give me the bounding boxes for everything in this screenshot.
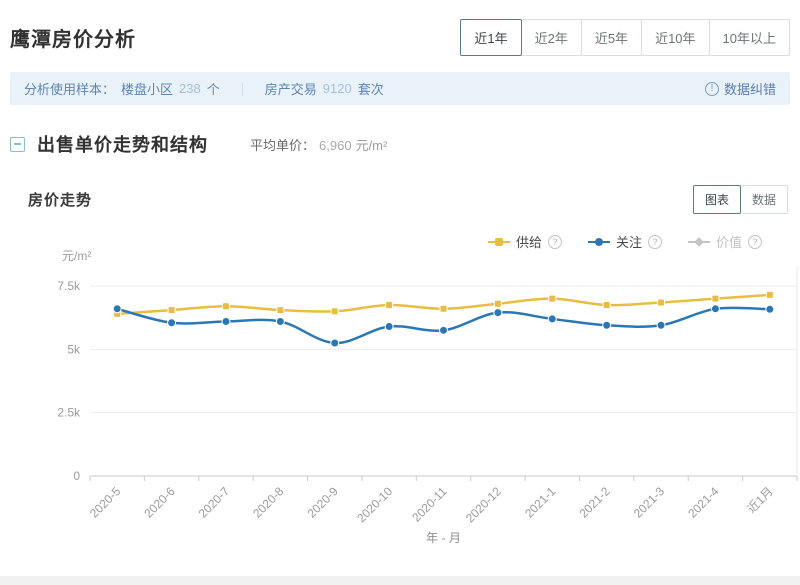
time-range-button-1[interactable]: 近1年 xyxy=(460,18,522,56)
legend-marker-circle-icon xyxy=(587,237,610,246)
data-point xyxy=(112,304,122,314)
legend-label: 关注 xyxy=(615,235,642,250)
data-correction-label: 数据纠错 xyxy=(723,82,776,97)
x-axis-tick-label: 2020-6 xyxy=(141,484,178,521)
data-point xyxy=(656,320,666,330)
data-point xyxy=(493,299,502,308)
legend-item-价值[interactable]: 价值? xyxy=(687,232,762,251)
time-range-button-5[interactable]: 10年以上 xyxy=(708,18,790,56)
x-axis-tick-label: 2021-1 xyxy=(522,484,559,521)
sample-item-1-name: 楼盘小区 xyxy=(121,82,174,97)
data-point xyxy=(385,301,394,309)
data-point xyxy=(439,304,448,313)
x-axis-tick-label: 2020-11 xyxy=(409,484,450,525)
sample-item-1-unit: 个 xyxy=(206,82,220,97)
data-point xyxy=(602,320,612,330)
y-axis-tick-label: 7.5k xyxy=(57,279,81,293)
y-axis-tick-label: 0 xyxy=(73,469,80,483)
help-icon[interactable]: ? xyxy=(647,234,662,249)
page-title: 鹰潭房价分析 xyxy=(10,28,136,51)
time-range-button-3[interactable]: 近5年 xyxy=(580,18,643,56)
x-axis-tick-label: 2020-10 xyxy=(354,484,395,525)
view-toggle-chart[interactable]: 图表 xyxy=(692,185,741,214)
data-point xyxy=(439,325,448,335)
chart-legend: 供给? 关注? 价值? xyxy=(487,232,762,251)
data-point xyxy=(276,306,285,315)
sample-info-text: 分析使用样本： 楼盘小区 238 个 ｜ 房产交易 9120 套次 xyxy=(24,79,384,98)
data-point xyxy=(167,306,176,315)
time-range-button-2[interactable]: 近2年 xyxy=(520,18,582,56)
sample-item-1-value: 238 xyxy=(179,81,201,96)
x-axis-tick-label: 2020-7 xyxy=(196,484,233,521)
x-axis-tick-label: 2021-2 xyxy=(576,484,613,521)
sample-item-2-name: 房产交易 xyxy=(264,82,317,97)
time-range-button-4[interactable]: 近10年 xyxy=(641,18,710,56)
data-point xyxy=(330,307,339,316)
data-point xyxy=(275,316,285,326)
trend-title: 房价走势 xyxy=(28,192,93,209)
data-point xyxy=(657,298,666,307)
x-axis-tick-label: 2020-8 xyxy=(250,484,287,521)
x-axis-tick-label: 近1月 xyxy=(744,484,776,516)
data-correction-link[interactable]: ! 数据纠错 xyxy=(704,79,776,98)
x-axis-tick-label: 2020-12 xyxy=(463,484,504,525)
data-point xyxy=(221,316,231,326)
x-axis-title: 年 - 月 xyxy=(426,531,461,545)
y-axis-unit-label: 元/m² xyxy=(62,249,91,263)
section-header: 出售单价走势和结构 平均单价： 6,960 元/m² xyxy=(10,131,790,157)
legend-item-关注[interactable]: 关注? xyxy=(587,232,662,251)
data-point xyxy=(493,308,503,318)
price-trend-chart-container: 供给? 关注? 价值? 0 2.5k 5k 7.5k 2020-5 2020-6 2020-7 2… xyxy=(10,220,798,565)
view-toggle-group: 图表 数据 xyxy=(692,185,788,214)
series-line-关注 xyxy=(115,306,772,345)
sample-label: 分析使用样本： xyxy=(24,82,116,97)
data-point xyxy=(548,294,557,303)
average-price: 平均单价： 6,960 元/m² xyxy=(250,135,387,154)
help-icon[interactable]: ? xyxy=(748,234,762,249)
average-price-unit: 元/m² xyxy=(355,137,388,153)
data-point xyxy=(167,318,177,328)
price-trend-chart: 0 2.5k 5k 7.5k 2020-5 2020-6 2020-7 2020-8 2020-… xyxy=(57,249,798,545)
minus-icon xyxy=(14,143,21,145)
sample-item-2-unit: 套次 xyxy=(357,82,384,97)
legend-marker-square-icon xyxy=(487,237,510,246)
time-range-button-group: 近1年 近2年 近5年 近10年 10年以上 xyxy=(460,18,790,56)
data-point xyxy=(765,304,775,314)
x-axis-tick-label: 2020-5 xyxy=(87,484,124,521)
average-price-label: 平均单价： xyxy=(250,137,316,153)
legend-item-供给[interactable]: 供给? xyxy=(487,232,562,251)
y-axis-tick-label: 5k xyxy=(67,342,81,356)
page-header: 鹰潭房价分析 近1年 近2年 近5年 近10年 10年以上 xyxy=(10,0,790,60)
help-icon[interactable]: ? xyxy=(547,234,562,249)
data-point xyxy=(221,302,230,311)
data-point xyxy=(384,322,394,332)
x-axis-tick-label: 2021-3 xyxy=(631,484,668,521)
legend-label: 价值 xyxy=(715,235,742,250)
y-axis-tick-label: 2.5k xyxy=(57,406,81,420)
data-point xyxy=(765,290,774,299)
data-point xyxy=(547,314,557,324)
legend-label: 供给 xyxy=(515,235,542,250)
info-icon: ! xyxy=(704,81,719,96)
section-title: 出售单价走势和结构 xyxy=(37,135,208,155)
legend-marker-diamond-icon xyxy=(687,236,710,247)
x-axis-tick-label: 2021-4 xyxy=(685,484,722,521)
x-axis-tick-label: 2020-9 xyxy=(305,484,342,521)
view-toggle-data[interactable]: 数据 xyxy=(739,185,788,214)
average-price-value: 6,960 xyxy=(319,137,352,153)
data-point xyxy=(711,294,720,303)
sample-divider: ｜ xyxy=(235,82,249,97)
collapse-section-button[interactable] xyxy=(10,136,25,152)
data-point xyxy=(330,338,340,348)
data-point xyxy=(710,304,720,314)
trend-subheader: 房价走势 图表 数据 xyxy=(10,185,790,214)
sample-info-bar: 分析使用样本： 楼盘小区 238 个 ｜ 房产交易 9120 套次 ! 数据纠错 xyxy=(10,72,790,105)
sample-item-2-value: 9120 xyxy=(322,81,352,96)
data-point xyxy=(602,301,611,309)
